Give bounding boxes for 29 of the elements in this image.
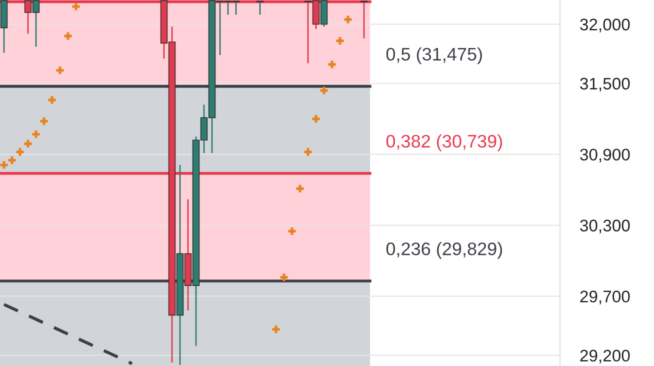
point xyxy=(0,161,8,169)
point xyxy=(336,36,344,45)
point xyxy=(272,326,280,334)
y-tick-label: 29,200 xyxy=(580,350,630,364)
point xyxy=(64,32,72,40)
point xyxy=(40,117,48,126)
point xyxy=(312,115,320,123)
y-tick-label: 30,300 xyxy=(580,220,630,234)
point xyxy=(32,130,40,138)
point xyxy=(16,148,24,156)
point xyxy=(320,86,328,94)
point xyxy=(24,140,32,148)
y-tick-label: 32,000 xyxy=(580,18,630,32)
ref-line-label: 0,236 (29,829) xyxy=(386,242,502,259)
point xyxy=(8,156,16,164)
y-tick-label: 31,500 xyxy=(580,78,630,92)
y-tick-label: 30,900 xyxy=(580,148,630,162)
point xyxy=(296,184,304,192)
point xyxy=(304,148,312,156)
point xyxy=(344,16,352,24)
point xyxy=(288,227,296,235)
ref-line-label: 0,5 (31,475) xyxy=(386,47,482,64)
point xyxy=(56,66,64,74)
point xyxy=(280,274,288,282)
ref-line-label: 0,382 (30,739) xyxy=(386,134,502,152)
y-tick-label: 29,700 xyxy=(580,290,630,304)
point xyxy=(72,2,80,10)
point xyxy=(48,96,56,104)
point xyxy=(328,60,336,68)
